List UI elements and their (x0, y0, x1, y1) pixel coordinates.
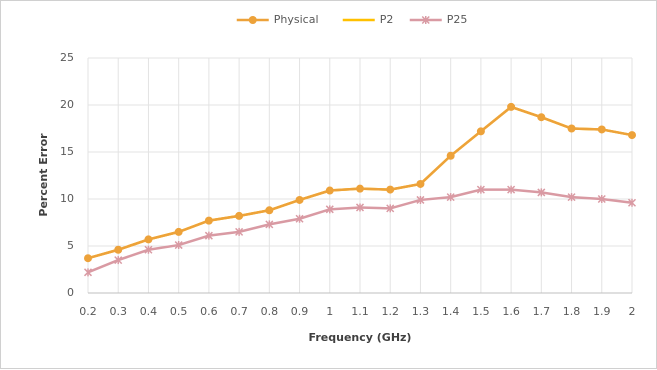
x-tick-label: 0.3 (109, 305, 127, 318)
legend-label: P25 (447, 13, 468, 26)
marker (295, 214, 304, 223)
marker (476, 127, 485, 136)
marker (144, 245, 153, 254)
x-tick-label: 1.9 (593, 305, 611, 318)
marker (356, 184, 364, 193)
x-tick-label: 0.7 (230, 305, 248, 318)
legend-label: P2 (380, 13, 394, 26)
y-axis-label: Percent Error (37, 133, 50, 217)
marker (421, 15, 430, 25)
marker (174, 227, 183, 236)
marker (416, 179, 425, 188)
marker (537, 113, 546, 122)
marker (204, 216, 213, 225)
marker (174, 241, 183, 250)
marker (265, 220, 274, 229)
marker (114, 245, 123, 254)
x-tick-label: 1.7 (533, 305, 551, 318)
marker (144, 235, 153, 244)
marker (325, 186, 334, 195)
marker (567, 124, 576, 133)
x-tick-label: 0.6 (200, 305, 218, 318)
marker (325, 205, 334, 214)
x-tick-label: 1 (326, 305, 333, 318)
y-tick-label: 0 (67, 286, 74, 299)
x-tick-label: 0.2 (79, 305, 97, 318)
marker (84, 254, 92, 263)
x-tick-label: 0.5 (170, 305, 188, 318)
marker (446, 151, 455, 160)
y-tick-label: 10 (60, 192, 74, 205)
marker (507, 102, 516, 111)
y-tick-label: 15 (60, 145, 74, 158)
x-tick-label: 1.6 (502, 305, 520, 318)
marker (597, 194, 606, 204)
y-tick-label: 25 (60, 51, 74, 64)
x-tick-label: 2 (629, 305, 636, 318)
y-tick-label: 20 (60, 98, 74, 111)
x-tick-label: 0.4 (140, 305, 158, 318)
x-tick-label: 1.1 (351, 305, 369, 318)
marker (567, 193, 576, 202)
marker (248, 16, 257, 24)
marker (507, 185, 516, 194)
marker (386, 204, 395, 213)
marker (114, 256, 123, 265)
y-tick-label: 5 (67, 239, 74, 252)
marker (446, 193, 455, 202)
marker (627, 198, 637, 207)
x-tick-label: 0.8 (261, 305, 279, 318)
marker (386, 185, 395, 194)
x-tick-label: 1.8 (563, 305, 581, 318)
legend-label: Physical (274, 13, 319, 26)
x-tick-label: 0.9 (291, 305, 309, 318)
x-tick-label: 1.3 (412, 305, 430, 318)
marker (83, 268, 93, 277)
x-tick-label: 1.2 (381, 305, 399, 318)
marker (204, 231, 213, 240)
marker (476, 185, 485, 194)
marker (355, 203, 365, 212)
marker (597, 125, 606, 134)
marker (628, 131, 636, 140)
marker (416, 195, 425, 204)
marker (265, 206, 274, 215)
marker (537, 188, 546, 197)
marker (235, 227, 244, 236)
marker (235, 211, 244, 220)
x-tick-label: 1.4 (442, 305, 460, 318)
x-axis-label: Frequency (GHz) (309, 331, 412, 344)
x-tick-label: 1.5 (472, 305, 490, 318)
marker (295, 195, 304, 204)
